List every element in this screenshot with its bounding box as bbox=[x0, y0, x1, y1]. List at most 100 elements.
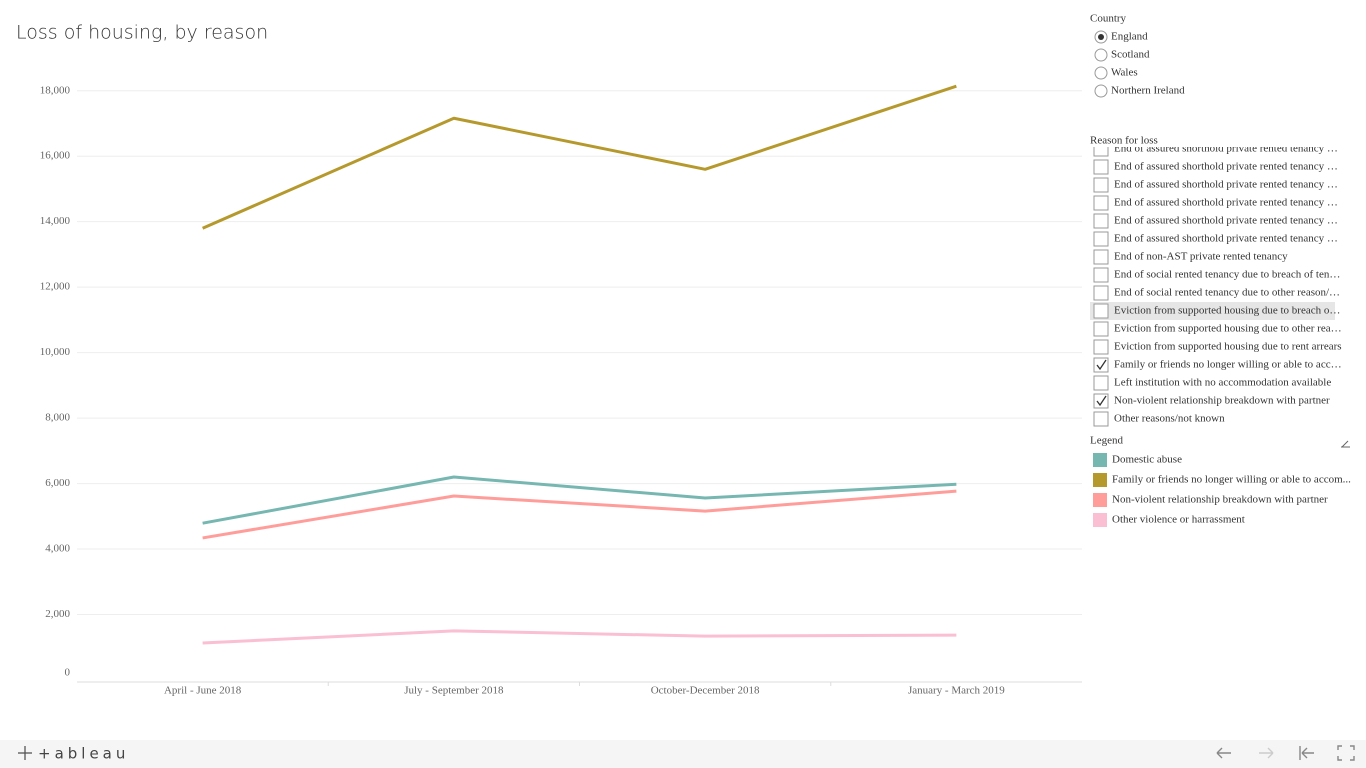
legend-title: Legend bbox=[1090, 435, 1123, 447]
radio-button bbox=[1094, 48, 1108, 62]
radio-option[interactable]: England bbox=[1094, 30, 1148, 44]
legend-label: Family or friends no longer willing or a… bbox=[1112, 474, 1351, 486]
x-tick-label: July - September 2018 bbox=[404, 685, 504, 697]
checkbox-label: Eviction from supported housing due to r… bbox=[1114, 341, 1342, 353]
checkbox-option[interactable]: Eviction from supported housing due to o… bbox=[1093, 321, 1342, 337]
checkbox-label: Other reasons/not known bbox=[1114, 413, 1225, 425]
checkbox-label: End of non-AST private rented tenancy bbox=[1114, 251, 1288, 263]
legend-label: Other violence or harrassment bbox=[1112, 514, 1245, 526]
checkbox bbox=[1093, 375, 1109, 391]
y-tick-label: 8,000 bbox=[45, 412, 70, 424]
series-line bbox=[202, 629, 957, 645]
y-tick-label: 0 bbox=[65, 667, 71, 679]
checkbox bbox=[1093, 249, 1109, 265]
checkbox bbox=[1093, 339, 1109, 355]
checkbox-option[interactable]: Left institution with no accommodation a… bbox=[1093, 375, 1331, 391]
radio-option[interactable]: Northern Ireland bbox=[1094, 84, 1185, 98]
checkbox bbox=[1093, 411, 1109, 427]
checkbox-label: Eviction from supported housing due to o… bbox=[1114, 323, 1342, 335]
checkbox-label: Non-violent relationship breakdown with … bbox=[1114, 395, 1330, 407]
legend-swatch bbox=[1093, 513, 1107, 527]
checkbox-option[interactable]: Non-violent relationship breakdown with … bbox=[1093, 393, 1330, 409]
legend-label: Non-violent relationship breakdown with … bbox=[1112, 494, 1328, 506]
checkbox-option[interactable]: End of social rented tenancy due to othe… bbox=[1093, 285, 1340, 301]
checkbox-label: End of assured shorthold private rented … bbox=[1114, 233, 1338, 245]
checkbox-option[interactable]: End of assured shorthold private rented … bbox=[1093, 195, 1338, 211]
y-tick-label: 4,000 bbox=[45, 543, 70, 555]
checkbox-option[interactable]: End of assured shorthold private rented … bbox=[1093, 231, 1338, 247]
filter-title: Reason for loss bbox=[1090, 135, 1158, 147]
checkbox-label: Eviction from supported housing due to b… bbox=[1114, 305, 1340, 317]
radio-option[interactable]: Scotland bbox=[1094, 48, 1150, 62]
y-tick-label: 12,000 bbox=[40, 281, 71, 293]
y-tick-label: 14,000 bbox=[40, 215, 71, 227]
revert-button[interactable] bbox=[1299, 746, 1314, 760]
series-line bbox=[202, 475, 957, 525]
legend-swatch bbox=[1093, 473, 1107, 487]
redo-button[interactable] bbox=[1259, 747, 1274, 759]
checkbox bbox=[1093, 177, 1109, 193]
checkbox-label: Left institution with no accommodation a… bbox=[1114, 377, 1331, 389]
x-tick-label: October-December 2018 bbox=[651, 685, 760, 697]
edit-icon[interactable] bbox=[1341, 440, 1350, 448]
checkbox-label: End of assured shorthold private rented … bbox=[1114, 143, 1338, 155]
series-line bbox=[202, 489, 957, 540]
checkmark bbox=[1096, 395, 1107, 407]
row-highlight bbox=[1090, 302, 1335, 320]
radio-label: Wales bbox=[1111, 67, 1138, 79]
radio-label: England bbox=[1111, 31, 1148, 43]
y-tick-label: 6,000 bbox=[45, 477, 70, 489]
x-tick-label: January - March 2019 bbox=[908, 685, 1005, 697]
logo: +ableau bbox=[38, 745, 129, 763]
y-tick-label: 2,000 bbox=[45, 608, 70, 620]
logo-mark bbox=[18, 746, 32, 760]
checkbox bbox=[1093, 195, 1109, 211]
radio-label: Scotland bbox=[1111, 49, 1150, 61]
x-tick-label: April - June 2018 bbox=[164, 685, 242, 697]
checkbox-option[interactable]: End of assured shorthold private rented … bbox=[1093, 159, 1338, 175]
y-tick-label: 10,000 bbox=[40, 346, 71, 358]
checkbox-label: End of assured shorthold private rented … bbox=[1114, 179, 1338, 191]
checkbox-option[interactable]: Eviction from supported housing due to b… bbox=[1090, 302, 1340, 320]
checkbox-label: End of assured shorthold private rented … bbox=[1114, 197, 1338, 209]
fullscreen-button[interactable] bbox=[1337, 745, 1355, 761]
radio-label: Northern Ireland bbox=[1111, 85, 1185, 97]
radio-button bbox=[1094, 84, 1108, 98]
series-line bbox=[202, 84, 957, 230]
footer-bar bbox=[0, 740, 1366, 768]
checkbox-option[interactable]: End of social rented tenancy due to brea… bbox=[1093, 267, 1340, 283]
checkbox bbox=[1093, 267, 1109, 283]
y-tick-label: 18,000 bbox=[40, 84, 71, 96]
undo-button[interactable] bbox=[1216, 747, 1231, 759]
checkbox bbox=[1093, 213, 1109, 229]
legend-swatch bbox=[1093, 493, 1107, 507]
checkbox-label: End of social rented tenancy due to othe… bbox=[1114, 287, 1340, 299]
checkmark bbox=[1096, 359, 1107, 371]
checkbox-label: Family or friends no longer willing or a… bbox=[1114, 359, 1342, 371]
filter-title: Country bbox=[1090, 13, 1127, 25]
chart-title: Loss of housing, by reason bbox=[16, 22, 268, 44]
checkbox-option[interactable]: Other reasons/not known bbox=[1093, 411, 1225, 427]
checkbox-option[interactable]: End of assured shorthold private rented … bbox=[1093, 142, 1338, 157]
legend-label: Domestic abuse bbox=[1112, 454, 1182, 466]
checkbox-option[interactable]: End of non-AST private rented tenancy bbox=[1093, 249, 1288, 265]
checkbox-label: End of social rented tenancy due to brea… bbox=[1114, 269, 1340, 281]
checkbox-option[interactable]: End of assured shorthold private rented … bbox=[1093, 213, 1338, 229]
radio-option[interactable]: Wales bbox=[1094, 66, 1138, 80]
radio-button bbox=[1094, 66, 1108, 80]
y-tick-label: 16,000 bbox=[40, 150, 71, 162]
checkbox bbox=[1093, 285, 1109, 301]
reason-list: End of assured shorthold private rented … bbox=[1090, 142, 1342, 427]
checkbox bbox=[1093, 321, 1109, 337]
radio-dot bbox=[1098, 34, 1104, 40]
checkbox-label: End of assured shorthold private rented … bbox=[1114, 161, 1338, 173]
checkbox-option[interactable]: End of assured shorthold private rented … bbox=[1093, 177, 1338, 193]
checkbox bbox=[1093, 147, 1109, 157]
checkbox bbox=[1093, 303, 1109, 319]
checkbox-label: End of assured shorthold private rented … bbox=[1114, 215, 1338, 227]
checkbox-option[interactable]: Eviction from supported housing due to r… bbox=[1093, 339, 1342, 355]
legend-swatch bbox=[1093, 453, 1107, 467]
checkbox bbox=[1093, 231, 1109, 247]
checkbox-option[interactable]: Family or friends no longer willing or a… bbox=[1093, 357, 1342, 373]
